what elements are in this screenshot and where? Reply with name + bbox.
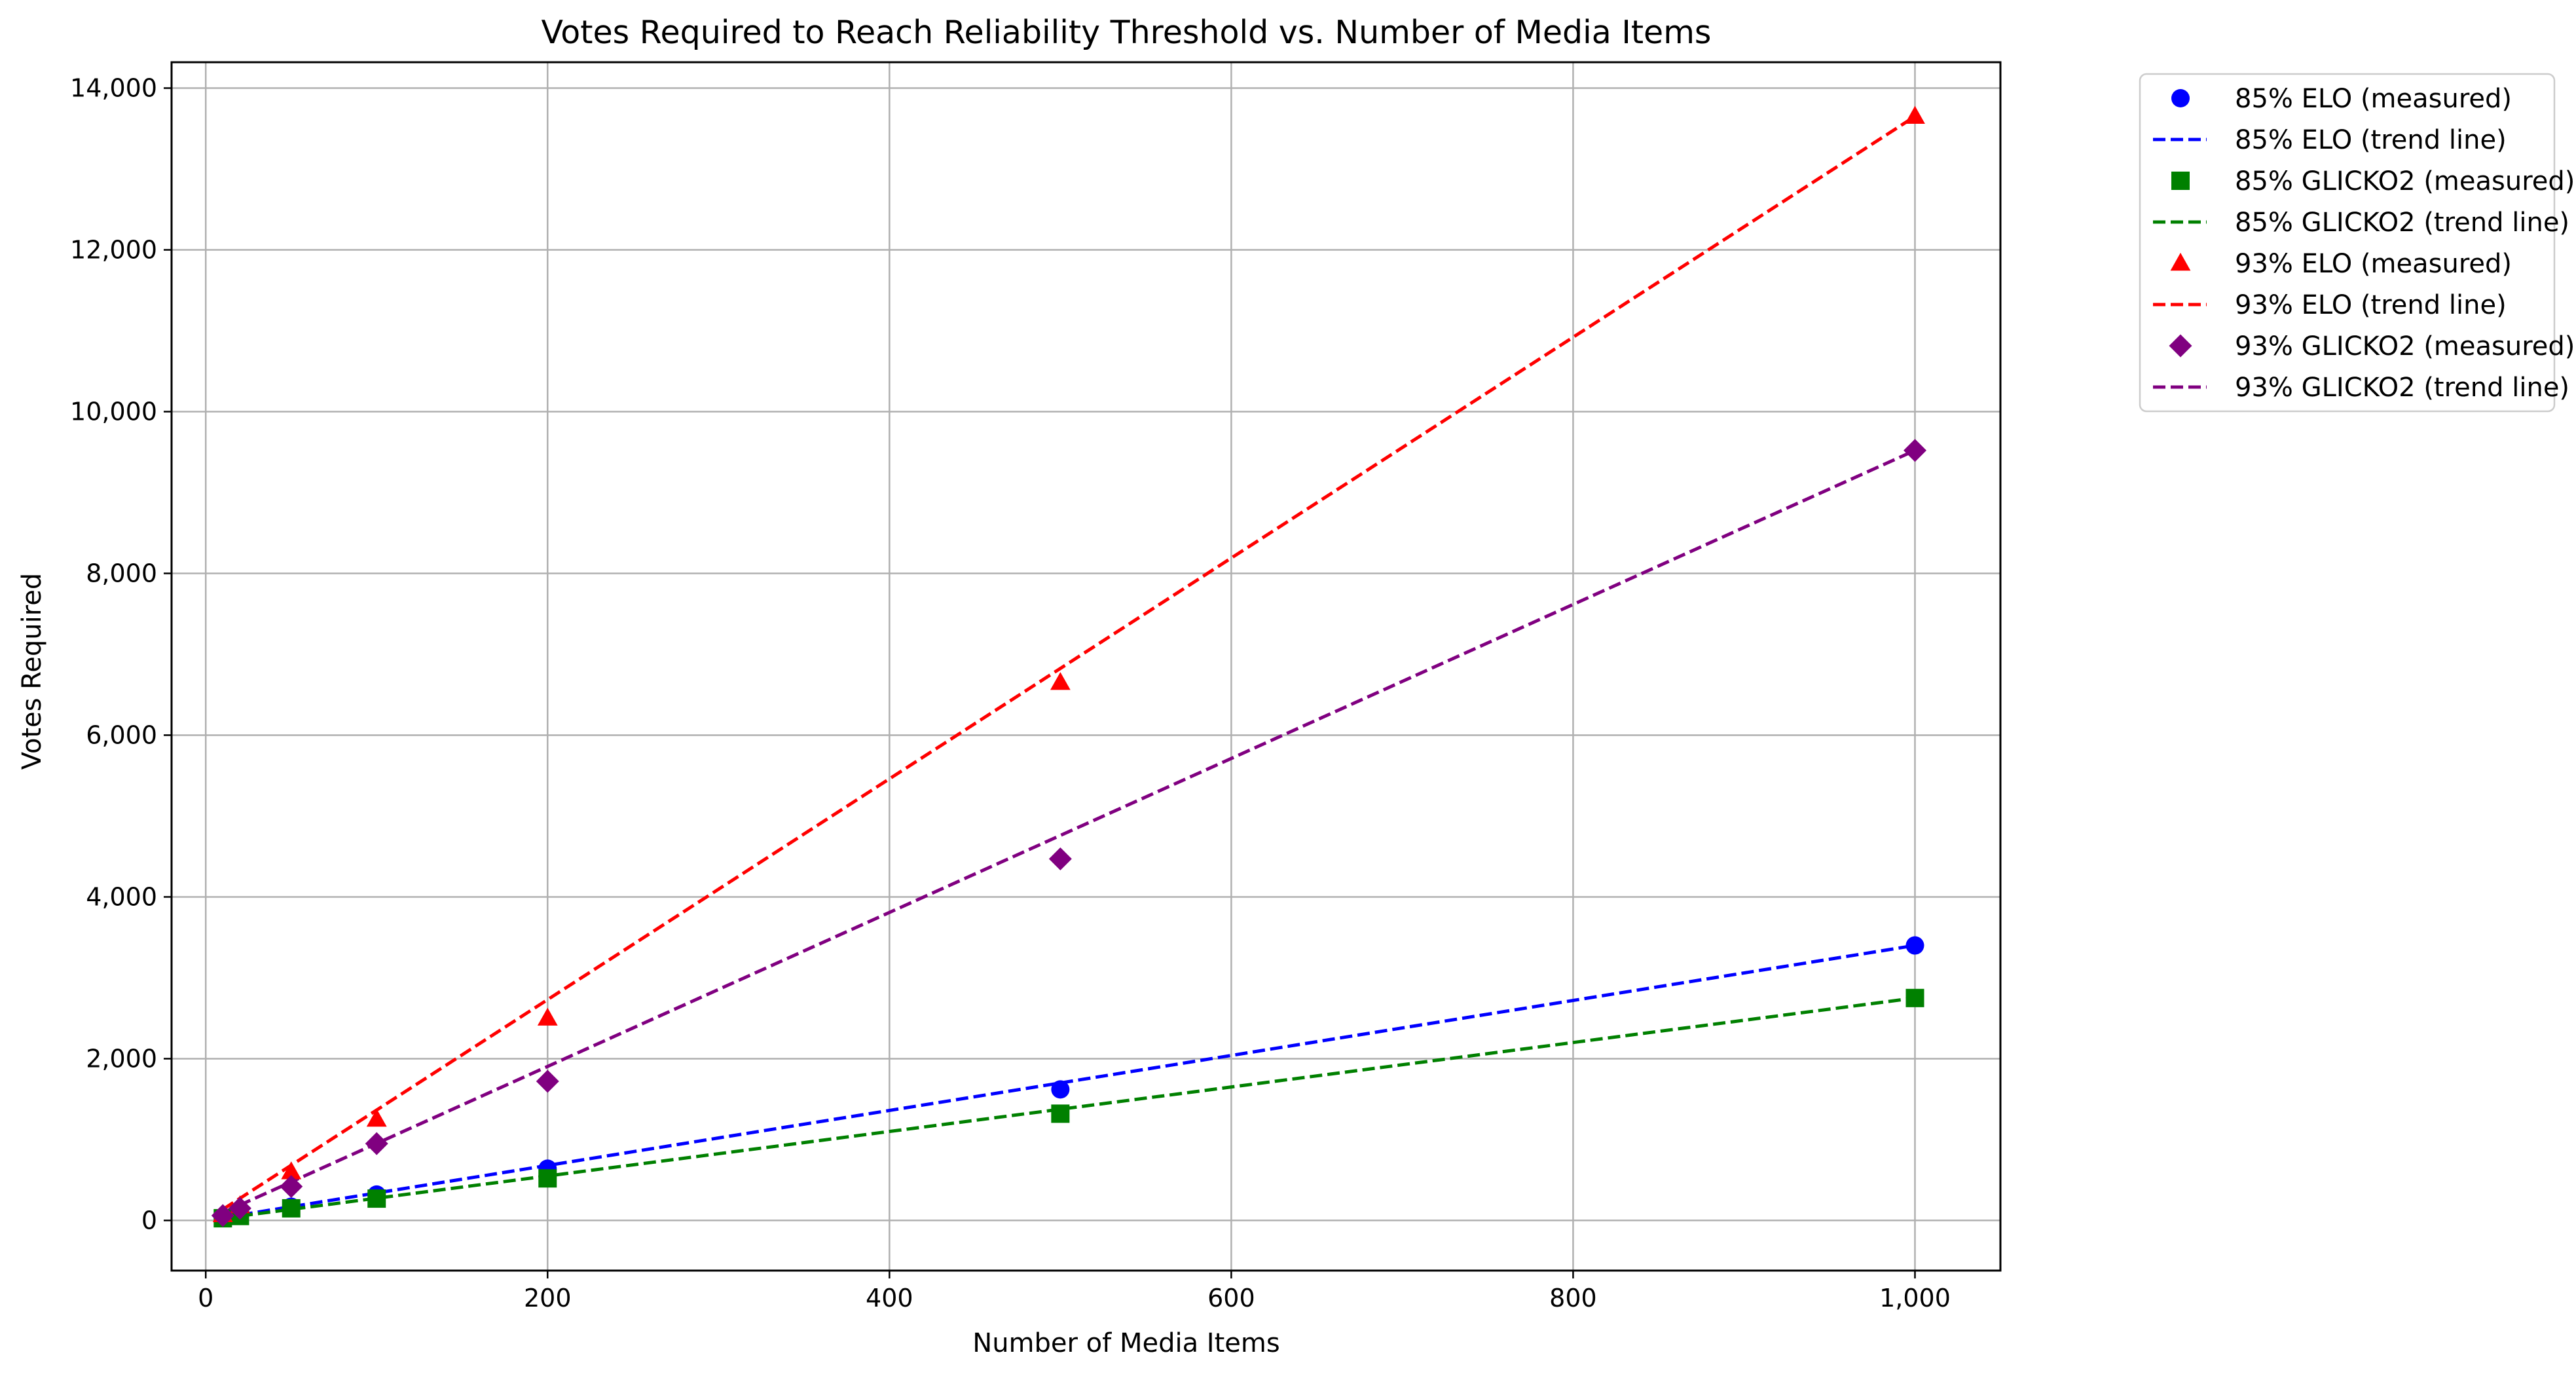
data-markers	[211, 105, 1926, 1228]
legend-box	[2139, 73, 2556, 413]
legend: 85% ELO (measured) 85% ELO (trend line) 85…	[2139, 73, 2575, 413]
y-axis-ticks: 0 2,000 4,000 6,000 8,000 10,000 12,000 14,000	[70, 74, 172, 1235]
trend-lines	[221, 115, 1916, 1220]
x-axis-ticks: 0 200 400 600 800 1,000	[198, 1271, 1951, 1313]
data-point-93-glicko2	[228, 1197, 251, 1220]
y-tick-label: 14,000	[70, 74, 157, 103]
data-point-85-glicko2	[1051, 1104, 1070, 1123]
data-point-93-glicko2	[280, 1175, 303, 1199]
legend-label-85-glicko2-measured: 85% GLICKO2 (measured)	[2235, 166, 2575, 196]
grid-lines	[172, 62, 2000, 1271]
trend-line-93-elo	[221, 115, 1916, 1211]
legend-label-93-elo-measured: 93% ELO (measured)	[2235, 249, 2512, 279]
legend-label-93-glicko2-trend: 93% GLICKO2 (trend line)	[2235, 373, 2569, 403]
data-point-93-elo	[366, 1108, 387, 1127]
data-point-93-elo	[537, 1007, 558, 1026]
y-tick-label: 6,000	[86, 720, 157, 749]
x-axis-label: Number of Media Items	[972, 1328, 1279, 1358]
data-point-85-elo	[1905, 936, 1924, 955]
legend-marker-93-elo	[2170, 252, 2191, 271]
data-point-85-glicko2	[282, 1199, 301, 1218]
data-point-85-glicko2	[1905, 988, 1924, 1007]
x-tick-label: 400	[866, 1284, 913, 1313]
x-tick-label: 600	[1207, 1284, 1255, 1313]
y-tick-label: 4,000	[86, 882, 157, 911]
data-point-93-elo	[1050, 672, 1071, 690]
legend-marker-93-glicko2	[2169, 334, 2192, 358]
y-tick-label: 8,000	[86, 559, 157, 587]
legend-label-93-elo-trend: 93% ELO (trend line)	[2235, 290, 2507, 320]
trend-line-93-glicko2	[222, 449, 1916, 1214]
data-point-93-glicko2	[1903, 439, 1926, 462]
data-point-93-elo	[1905, 105, 1925, 124]
legend-marker-85-elo	[2171, 89, 2190, 107]
chart-title: Votes Required to Reach Reliability Thre…	[542, 14, 1712, 51]
y-tick-label: 0	[141, 1206, 157, 1235]
x-tick-label: 800	[1549, 1284, 1597, 1313]
data-point-85-elo	[1051, 1080, 1070, 1099]
data-point-85-glicko2	[538, 1169, 557, 1188]
plot-frame	[170, 61, 2002, 1272]
x-tick-label: 1,000	[1879, 1284, 1951, 1313]
data-point-93-glicko2	[1048, 847, 1072, 870]
data-point-93-glicko2	[365, 1132, 388, 1155]
legend-label-93-glicko2-measured: 93% GLICKO2 (measured)	[2235, 331, 2575, 362]
legend-label-85-glicko2-trend: 85% GLICKO2 (trend line)	[2235, 208, 2569, 238]
legend-label-85-elo-trend: 85% ELO (trend line)	[2235, 125, 2507, 155]
data-point-93-glicko2	[536, 1070, 559, 1093]
trend-line-85-elo	[222, 944, 1915, 1220]
x-tick-label: 200	[524, 1284, 572, 1313]
legend-marker-85-glicko2	[2171, 172, 2190, 190]
y-tick-label: 2,000	[86, 1044, 157, 1073]
y-axis-label: Votes Required	[17, 573, 47, 770]
legend-label-85-elo-measured: 85% ELO (measured)	[2235, 84, 2512, 114]
y-tick-label: 10,000	[70, 397, 157, 426]
data-point-85-glicko2	[367, 1189, 386, 1208]
y-tick-label: 12,000	[70, 236, 157, 265]
x-tick-label: 0	[198, 1284, 213, 1313]
data-point-93-elo	[281, 1161, 302, 1180]
data-point-93-glicko2	[211, 1204, 234, 1227]
